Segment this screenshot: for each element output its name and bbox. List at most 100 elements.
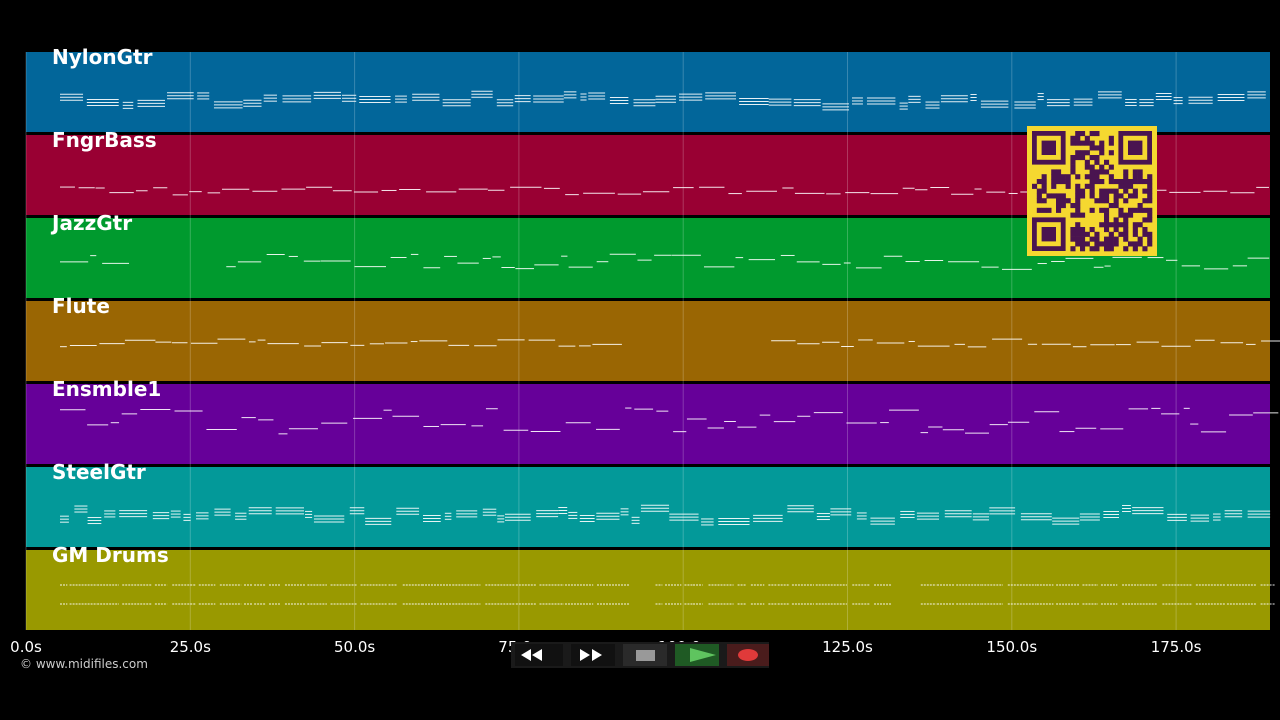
qr-cell (1123, 231, 1129, 237)
qr-cell (1104, 159, 1110, 165)
qr-cell (1132, 231, 1138, 237)
tick-label: 0.0s (10, 638, 42, 656)
qr-cell (1113, 193, 1119, 199)
qr-cell (1056, 179, 1062, 185)
qr-cell (1084, 135, 1090, 141)
qr-cell (1094, 198, 1100, 204)
qr-cell (1080, 150, 1086, 156)
qr-cell (1108, 222, 1114, 228)
qr-cell (1104, 241, 1110, 247)
rewind-icon (521, 649, 542, 661)
qr-cell (1123, 227, 1129, 233)
qr-cell (1060, 198, 1066, 204)
qr-cell (1075, 193, 1081, 199)
qr-cell (1142, 227, 1148, 233)
qr-cell (1036, 179, 1042, 185)
qr-cell (1132, 193, 1138, 199)
play-button[interactable] (675, 644, 719, 666)
qr-cell (1142, 207, 1148, 213)
qr-cell (1051, 169, 1057, 175)
qr-cell (1142, 179, 1148, 185)
track-name: JazzGtr (50, 211, 132, 235)
track-lane (26, 384, 1270, 464)
qr-cell (1094, 236, 1100, 242)
qr-cell (1089, 131, 1095, 137)
qr-cell (1094, 241, 1100, 247)
qr-cell (1089, 227, 1095, 233)
qr-cell (1080, 193, 1086, 199)
track-name: SteelGtr (52, 460, 146, 484)
qr-cell (1041, 198, 1047, 204)
qr-cell (1089, 188, 1095, 194)
qr-cell (1128, 212, 1134, 218)
qr-cell (1041, 174, 1047, 180)
tick-label: 50.0s (334, 638, 375, 656)
qr-cell (1128, 241, 1134, 247)
qr-cell (1070, 140, 1076, 146)
rewind-button[interactable] (515, 644, 563, 666)
qr-cell (1084, 231, 1090, 237)
qr-cell (1099, 222, 1105, 228)
qr-cell (1128, 207, 1134, 213)
qr-cell (1080, 236, 1086, 242)
qr-cell (1084, 140, 1090, 146)
qr-cell (1070, 246, 1076, 252)
qr-cell (1089, 183, 1095, 189)
qr-cell (1104, 193, 1110, 199)
stop-button[interactable] (623, 644, 667, 666)
qr-cell (1070, 169, 1076, 175)
tick-label: 150.0s (986, 638, 1037, 656)
qr-cell (1084, 241, 1090, 247)
qr-cell (1065, 179, 1071, 185)
qr-cell (1075, 183, 1081, 189)
qr-cell (1041, 179, 1047, 185)
qr-cell (1094, 155, 1100, 161)
qr-cell (1056, 174, 1062, 180)
qr-cell (1123, 179, 1129, 185)
qr-cell (1132, 227, 1138, 233)
qr-cell (1094, 131, 1100, 137)
track-name: Ensmble1 (52, 377, 161, 401)
qr-cell (1123, 169, 1129, 175)
qr-cell (1099, 169, 1105, 175)
qr-cell (1118, 179, 1124, 185)
qr-cell (1118, 193, 1124, 199)
qr-cell (1056, 193, 1062, 199)
qr-cell (1147, 241, 1153, 247)
qr-cell (1113, 217, 1119, 223)
qr-cell (1094, 159, 1100, 165)
qr-cell (1084, 159, 1090, 165)
transport-controls (511, 642, 769, 668)
qr-cell (1089, 236, 1095, 242)
qr-cell (1080, 241, 1086, 247)
qr-cell (1132, 207, 1138, 213)
tick-label: 25.0s (170, 638, 211, 656)
qr-cell (1104, 212, 1110, 218)
qr-cell (1075, 227, 1081, 233)
record-button[interactable] (727, 644, 769, 666)
qr-cell (1075, 131, 1081, 137)
qr-cell (1123, 217, 1129, 223)
qr-cell (1094, 179, 1100, 185)
qr-cell (1137, 174, 1143, 180)
qr-cell (1070, 164, 1076, 170)
qr-cell (1147, 198, 1153, 204)
qr-cell (1113, 241, 1119, 247)
qr-cell (1080, 246, 1086, 252)
qr-cell (1094, 174, 1100, 180)
qr-finder (1041, 227, 1056, 242)
qr-cell (1089, 207, 1095, 213)
qr-cell (1099, 150, 1105, 156)
qr-cell (1089, 155, 1095, 161)
qr-cell (1075, 241, 1081, 247)
qr-cell (1108, 188, 1114, 194)
qr-cell (1099, 164, 1105, 170)
qr-cell (1099, 140, 1105, 146)
track-name: GM Drums (52, 543, 169, 567)
qr-cell (1070, 236, 1076, 242)
qr-cell (1137, 179, 1143, 185)
qr-cell (1104, 207, 1110, 213)
forward-button[interactable] (571, 644, 615, 666)
qr-cell (1051, 179, 1057, 185)
